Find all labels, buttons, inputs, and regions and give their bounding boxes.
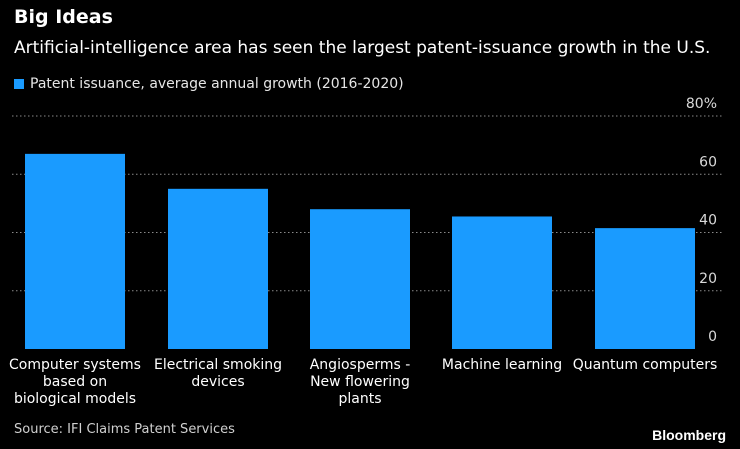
y-tick-label: 20 <box>699 271 717 287</box>
x-category-label: Computer systems based on biological model… <box>9 357 141 407</box>
y-tick-label: 40 <box>699 213 717 229</box>
bar-3 <box>452 216 552 349</box>
x-category-label: Quantum computers <box>573 357 718 373</box>
y-tick-label: 80% <box>686 96 717 112</box>
bar-2 <box>310 209 410 349</box>
y-tick-label: 0 <box>708 329 717 345</box>
chart-title: Big Ideas <box>14 6 113 28</box>
bar-4 <box>595 228 695 349</box>
source-note: Source: IFI Claims Patent Services <box>14 422 235 437</box>
x-category-label: Machine learning <box>442 357 562 373</box>
x-category-label: Electrical smoking devices <box>154 357 282 390</box>
chart-legend: Patent issuance, average annual growth (… <box>14 76 404 92</box>
chart-subtitle: Artificial-intelligence area has seen th… <box>14 38 711 58</box>
x-category-label: Angiosperms -New flowering plants <box>310 357 411 407</box>
y-tick-label: 60 <box>699 154 717 170</box>
bloomberg-logo: Bloomberg <box>652 427 726 443</box>
legend-swatch <box>14 79 24 89</box>
legend-label: Patent issuance, average annual growth (… <box>30 76 404 92</box>
bar-1 <box>168 188 268 349</box>
bar-0 <box>25 153 125 349</box>
